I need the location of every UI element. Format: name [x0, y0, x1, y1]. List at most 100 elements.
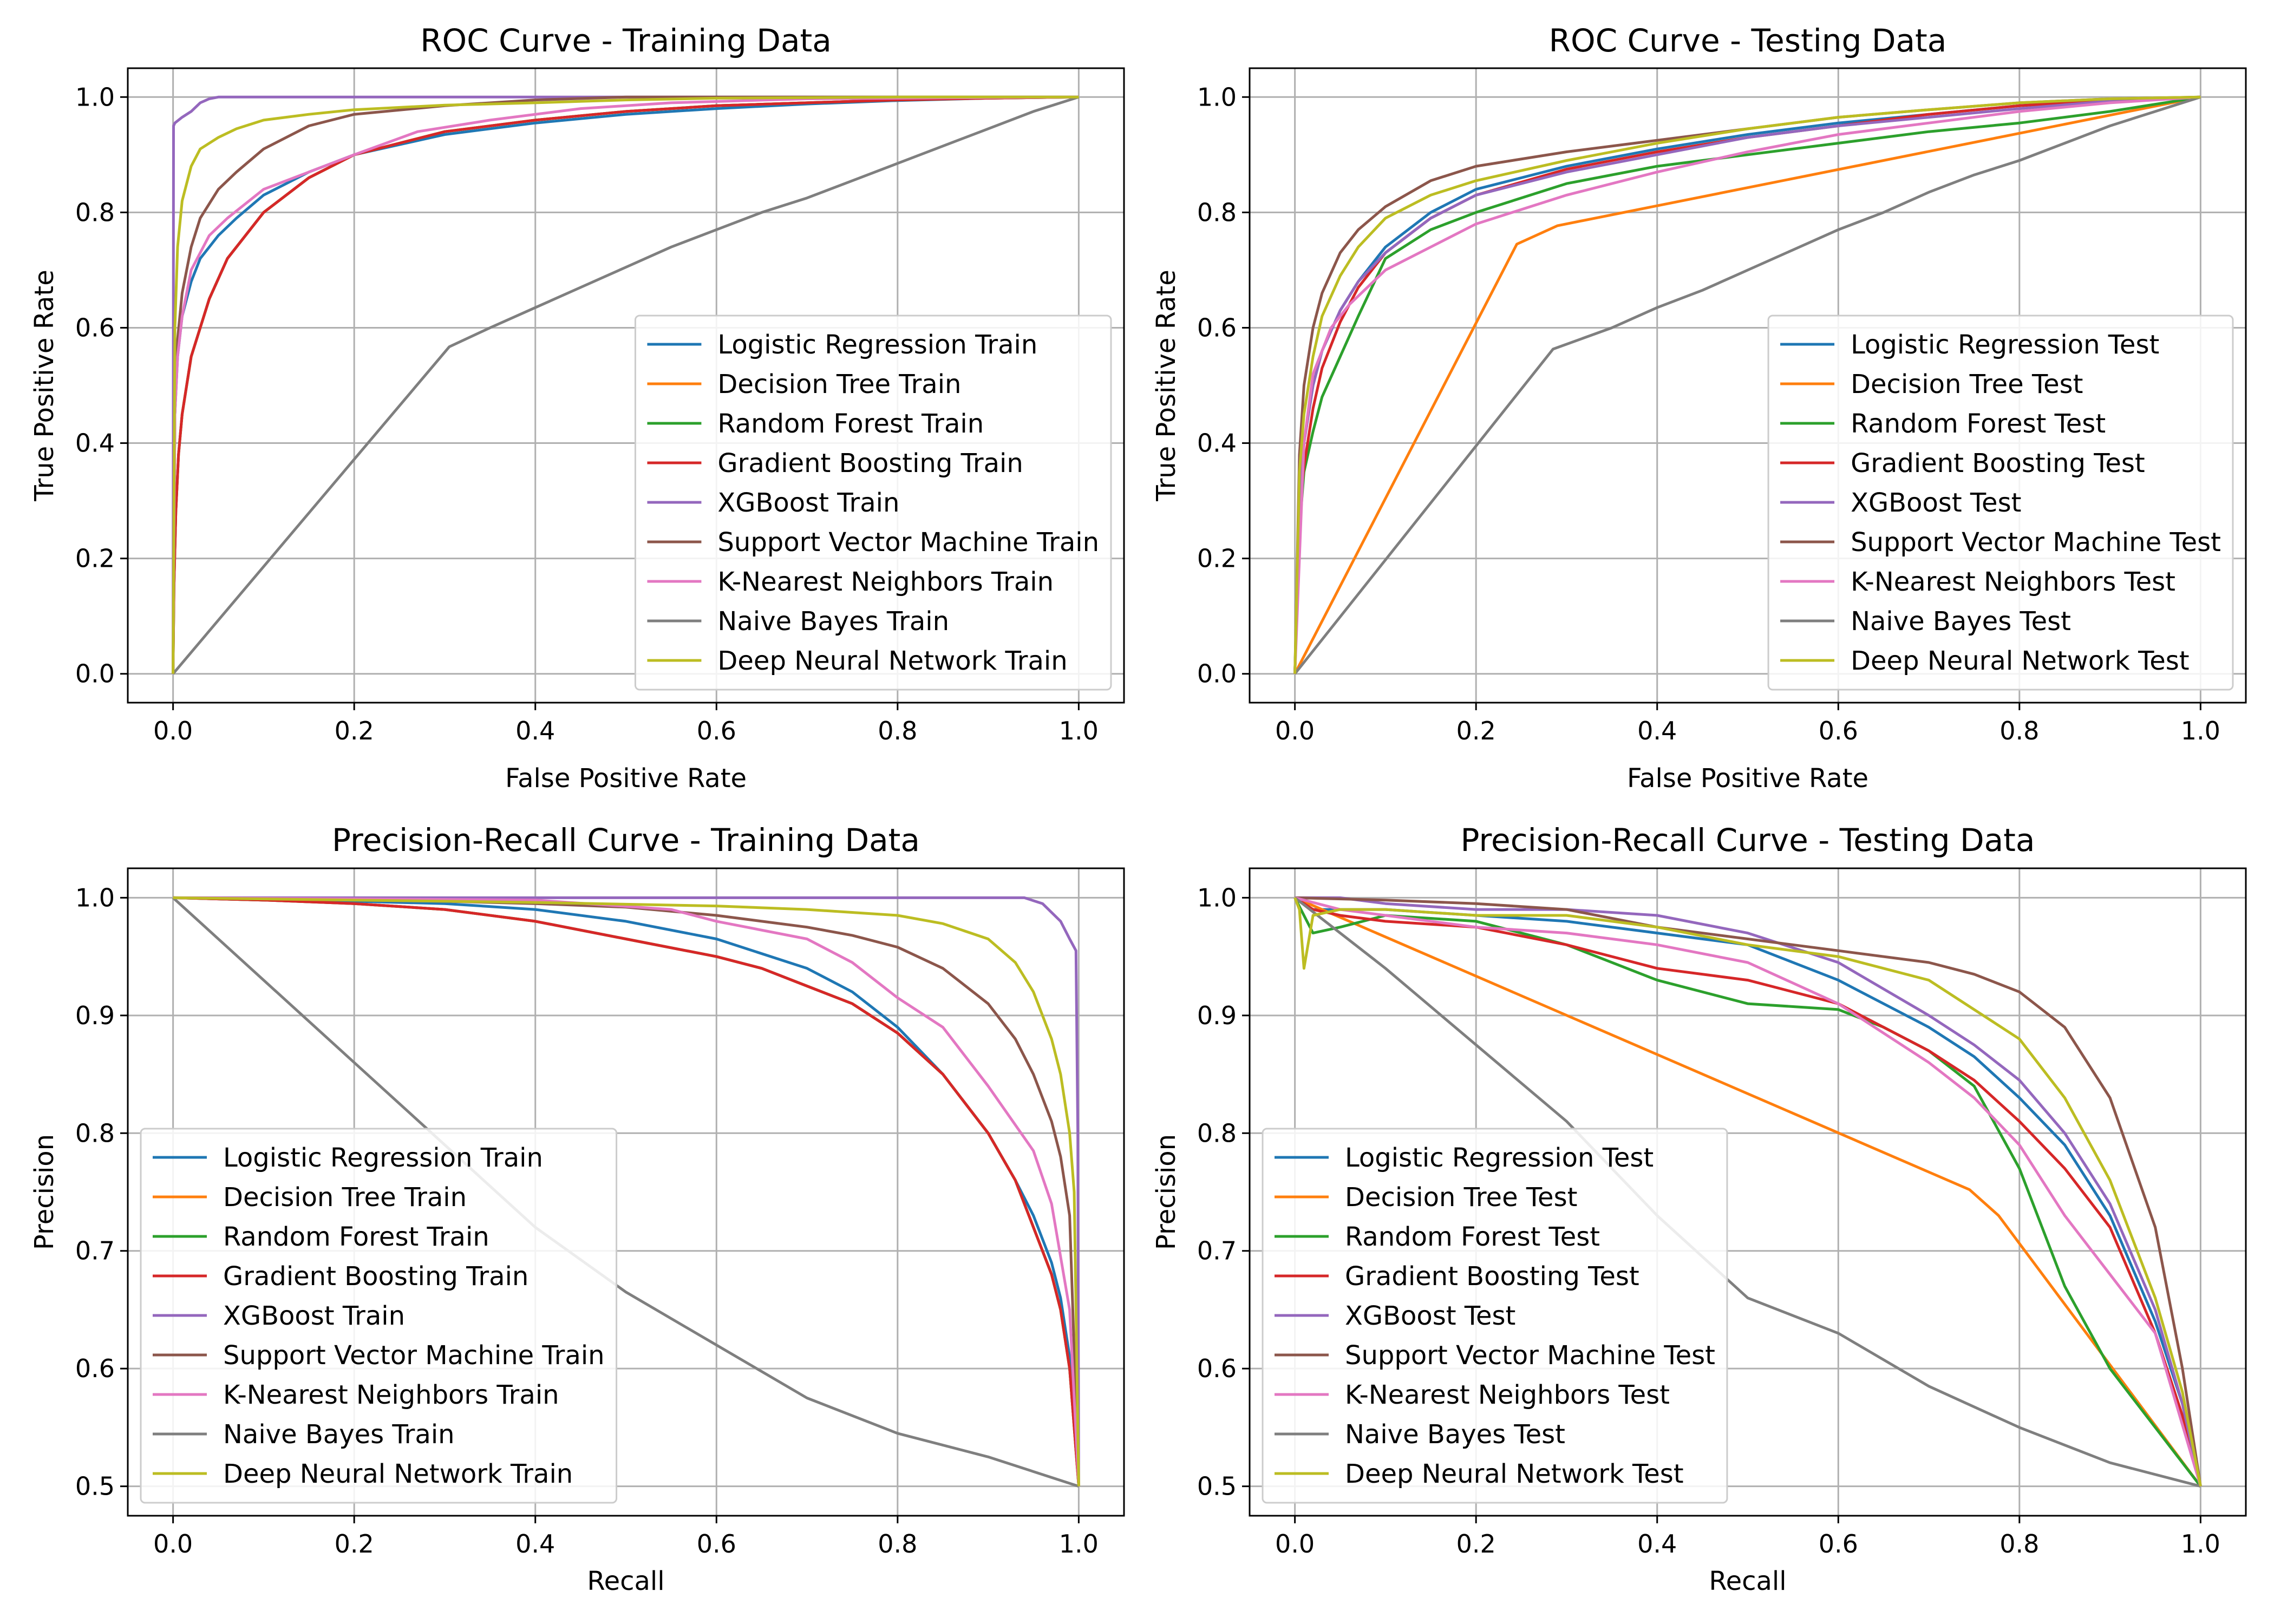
legend-label: Naive Bayes Train — [717, 606, 949, 637]
series-line-xgboost-train — [173, 896, 1080, 1487]
chart-title: Precision-Recall Curve - Testing Data — [1461, 822, 2035, 859]
series-group — [1293, 896, 2202, 1488]
legend-label: Support Vector Machine Test — [1851, 527, 2221, 558]
legend-label: K-Nearest Neighbors Test — [1851, 567, 2175, 597]
series-group — [1293, 95, 2201, 675]
legend-label: Naive Bayes Test — [1345, 1419, 1565, 1450]
y-tick-label: 0.6 — [75, 1354, 115, 1383]
series-line-deep-neural-network-train — [172, 95, 1079, 674]
axes-frame — [1249, 867, 2247, 1517]
legend-label: Decision Tree Test — [1851, 369, 2083, 400]
legend-label: Decision Tree Train — [223, 1182, 467, 1213]
legend-label: Logistic Regression Test — [1851, 330, 2159, 360]
legend: Logistic Regression Train Decision Tree T… — [634, 315, 1112, 691]
legend: Logistic Regression Test Decision Tree Te… — [1262, 1128, 1728, 1504]
series-line-k-nearest-neighbors-train — [172, 95, 1079, 674]
legend-label: K-Nearest Neighbors Train — [223, 1380, 559, 1410]
x-tick-label: 0.0 — [1275, 1529, 1315, 1558]
y-tick-label: 0.8 — [75, 1118, 115, 1148]
x-tick-label: 0.6 — [697, 1529, 736, 1558]
y-tick-label: 0.6 — [1197, 313, 1237, 342]
y-tick-label: 0.7 — [1197, 1236, 1237, 1266]
series-line-gradient-boosting-train — [172, 95, 1079, 674]
series-line-naive-bayes-train — [172, 896, 1080, 1488]
legend-label: Random Forest Train — [223, 1222, 489, 1252]
legend-label: Random Forest Train — [717, 409, 984, 439]
legend-label: Decision Tree Train — [717, 369, 961, 400]
chart-title: ROC Curve - Training Data — [420, 22, 832, 59]
series-line-xgboost-test — [1295, 896, 2202, 1487]
legend-label: Gradient Boosting Train — [223, 1261, 528, 1292]
y-tick-label: 0.2 — [75, 544, 115, 573]
x-tick-label: 0.4 — [1637, 716, 1677, 745]
x-tick-label: 0.2 — [1456, 716, 1496, 745]
legend-frame — [1262, 1128, 1728, 1504]
x-tick-label: 0.4 — [515, 1529, 555, 1558]
series-line-deep-neural-network-test — [1293, 95, 2201, 674]
legend: Logistic Regression Test Decision Tree Te… — [1767, 315, 2234, 691]
y-tick-label: 0.9 — [1197, 1001, 1237, 1030]
y-tick-label: 0.4 — [1197, 429, 1237, 458]
y-tick-label: 0.2 — [1197, 544, 1237, 573]
series-line-decision-tree-test — [1293, 95, 2201, 675]
legend-label: Gradient Boosting Train — [717, 448, 1023, 479]
series-line-support-vector-machine-test — [1295, 896, 2202, 1487]
legend-label: Logistic Regression Train — [223, 1143, 543, 1173]
legend-label: XGBoost Test — [1345, 1301, 1515, 1331]
legend-label: Support Vector Machine Train — [717, 527, 1099, 558]
subplot-roc-test: ROC Curve - Testing Data False Positive … — [1151, 22, 2247, 794]
axes-frame — [127, 867, 1125, 1517]
legend-label: XGBoost Train — [223, 1301, 405, 1331]
x-tick-label: 0.8 — [878, 716, 917, 745]
x-tick-label: 0.8 — [1999, 716, 2039, 745]
x-tick-label: 0.6 — [697, 716, 736, 745]
legend-label: Random Forest Test — [1851, 409, 2106, 439]
legend-label: K-Nearest Neighbors Train — [717, 567, 1054, 597]
x-tick-label: 0.0 — [1275, 716, 1315, 745]
chart-title: ROC Curve - Testing Data — [1549, 22, 1947, 59]
y-tick-label: 0.8 — [75, 198, 115, 227]
y-tick-label: 0.8 — [1197, 1118, 1237, 1148]
x-axis-label: Recall — [1709, 1566, 1786, 1596]
y-tick-label: 1.0 — [75, 82, 115, 112]
series-line-random-forest-test — [1293, 95, 2201, 674]
y-axis-label: True Positive Rate — [29, 270, 60, 502]
subplot-pr-train: Precision-Recall Curve - Training Data R… — [29, 822, 1125, 1596]
series-line-deep-neural-network-train — [173, 896, 1080, 1487]
legend-label: Deep Neural Network Train — [717, 646, 1067, 676]
legend-frame — [140, 1128, 618, 1504]
legend-label: Deep Neural Network Train — [223, 1459, 573, 1489]
x-tick-label: 0.4 — [1637, 1529, 1677, 1558]
x-tick-label: 0.2 — [1456, 1529, 1496, 1558]
legend-label: Logistic Regression Train — [717, 330, 1037, 360]
legend-label: XGBoost Test — [1851, 488, 2021, 518]
series-line-xgboost-train — [172, 95, 1079, 674]
series-line-k-nearest-neighbors-test — [1294, 896, 2202, 1487]
x-tick-label: 0.6 — [1819, 716, 1858, 745]
legend-label: Random Forest Test — [1345, 1222, 1600, 1252]
legend-label: XGBoost Train — [717, 488, 899, 518]
subplot-roc-train: ROC Curve - Training Data False Positive… — [29, 22, 1125, 794]
series-line-gradient-boosting-train — [173, 896, 1080, 1487]
y-tick-label: 0.0 — [1197, 659, 1237, 689]
y-tick-label: 0.0 — [75, 659, 115, 689]
x-tick-label: 1.0 — [2181, 1529, 2220, 1558]
series-line-naive-bayes-test — [1294, 896, 2201, 1488]
y-tick-label: 0.7 — [75, 1236, 115, 1266]
y-tick-label: 1.0 — [1197, 82, 1237, 112]
y-tick-label: 1.0 — [1197, 883, 1237, 912]
y-tick-label: 1.0 — [75, 883, 115, 912]
x-axis-label: Recall — [587, 1566, 664, 1596]
legend-label: Decision Tree Test — [1345, 1182, 1577, 1213]
series-line-deep-neural-network-test — [1293, 897, 2202, 1487]
legend-label: K-Nearest Neighbors Test — [1345, 1380, 1670, 1410]
y-tick-label: 0.6 — [75, 313, 115, 342]
y-tick-label: 0.5 — [75, 1472, 115, 1501]
x-tick-label: 1.0 — [2181, 716, 2220, 745]
legend-label: Support Vector Machine Test — [1345, 1340, 1715, 1371]
y-tick-label: 0.5 — [1197, 1472, 1237, 1501]
y-tick-label: 0.6 — [1197, 1354, 1237, 1383]
axes-frame — [1249, 67, 2247, 704]
x-tick-label: 0.0 — [153, 716, 193, 745]
